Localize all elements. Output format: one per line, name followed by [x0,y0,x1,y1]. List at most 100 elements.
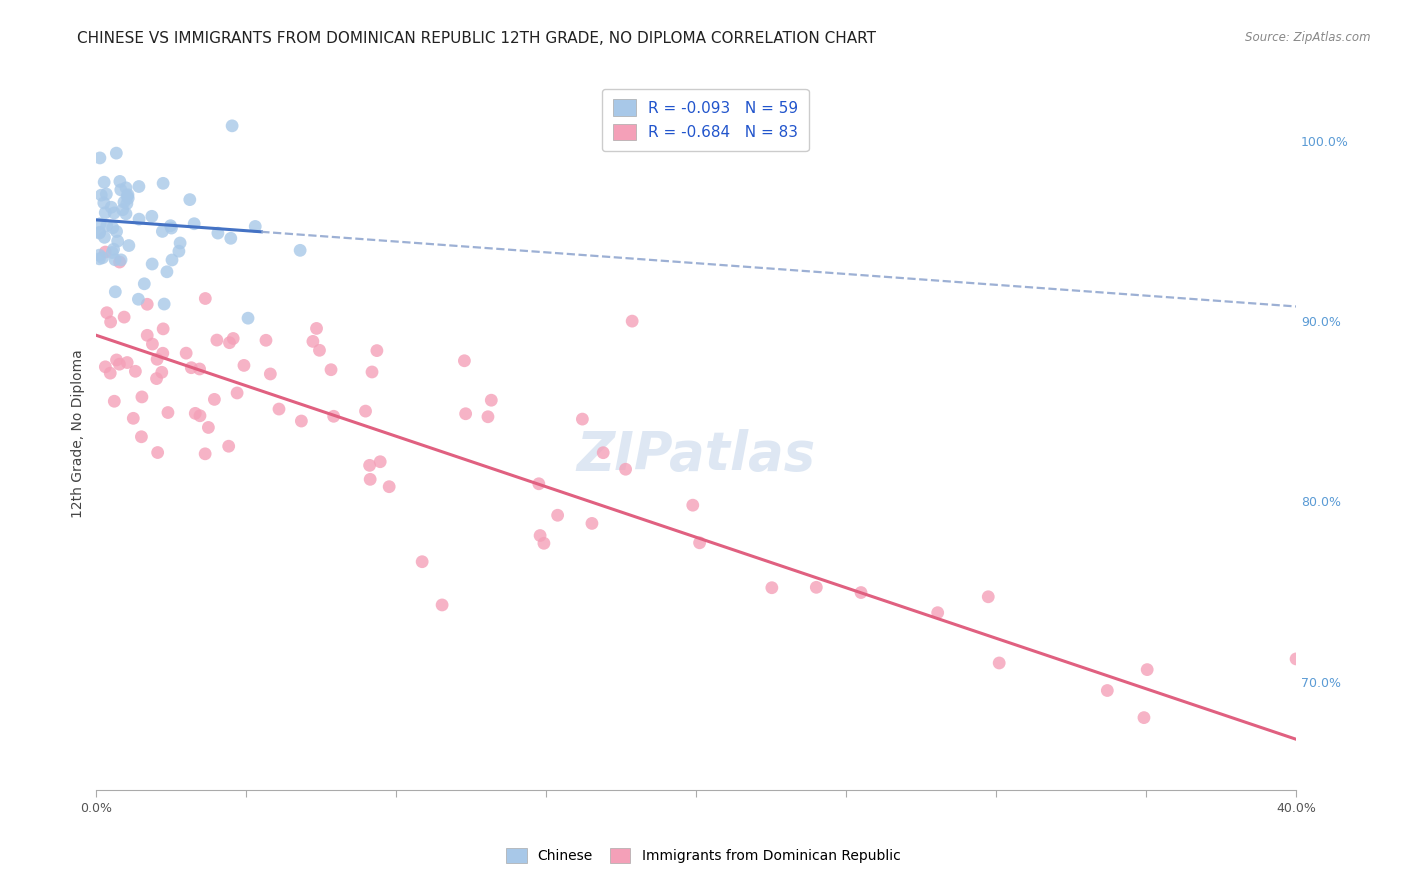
Point [89,226,111,240]
Point [1136,663,1159,677]
Text: Source: ZipAtlas.com: Source: ZipAtlas.com [1246,31,1371,45]
Point [453,353,475,368]
Point [118,238,141,252]
Point [319,362,342,376]
Point [136,328,159,343]
Point [1133,711,1156,725]
Point [89,225,111,239]
Point [128,212,150,227]
Point [359,458,381,473]
Point [93,195,115,210]
Point [361,365,384,379]
Point [689,536,711,550]
Point [141,337,163,351]
Point [682,498,704,512]
Point [112,310,135,324]
Point [131,430,153,444]
Point [115,355,138,369]
Point [183,217,205,231]
Point [202,392,225,407]
Point [218,335,240,350]
Point [94,205,117,219]
Point [103,206,125,220]
Point [259,367,281,381]
Point [354,404,377,418]
Point [134,277,156,291]
Point [146,352,169,367]
Point [479,393,502,408]
Point [218,439,240,453]
Point [96,219,118,233]
Point [104,285,127,299]
Point [150,365,173,379]
Point [308,343,330,358]
Point [96,187,118,202]
Point [477,409,499,424]
Point [366,343,388,358]
Point [112,195,135,210]
Y-axis label: 12th Grade, No Diploma: 12th Grade, No Diploma [72,350,86,518]
Point [194,447,217,461]
Point [1285,652,1308,666]
Point [115,181,138,195]
Point [111,202,134,217]
Point [152,322,174,336]
Point [156,405,179,419]
Point [988,656,1011,670]
Point [533,536,555,550]
Point [302,334,325,349]
Point [184,406,207,420]
Point [160,221,183,235]
Point [207,226,229,240]
Point [806,580,828,594]
Point [150,224,173,238]
Point [117,187,139,202]
Point [188,362,211,376]
Point [592,446,614,460]
Point [267,402,290,417]
Point [122,411,145,425]
Point [194,292,217,306]
Point [110,252,132,267]
Point [153,297,176,311]
Point [359,472,381,486]
Point [236,311,259,326]
Point [169,235,191,250]
Point [288,244,311,258]
Point [100,200,122,214]
Point [226,386,249,401]
Point [103,242,125,256]
Point [977,590,1000,604]
Point [93,175,115,189]
Point [108,255,131,269]
Point [245,219,267,234]
Legend: R = -0.093   N = 59, R = -0.684   N = 83: R = -0.093 N = 59, R = -0.684 N = 83 [602,88,808,151]
Point [152,177,174,191]
Point [927,606,949,620]
Point [378,480,401,494]
Text: ZIPatlas: ZIPatlas [576,429,815,481]
Point [101,220,124,235]
Legend: Chinese, Immigrants from Dominican Republic: Chinese, Immigrants from Dominican Repub… [501,843,905,869]
Point [290,414,312,428]
Point [174,346,197,360]
Point [141,210,163,224]
Point [89,252,111,266]
Point [104,252,127,267]
Point [197,420,219,434]
Point [322,409,344,424]
Point [96,306,118,320]
Point [141,257,163,271]
Point [127,292,149,306]
Point [146,445,169,459]
Point [180,360,202,375]
Point [90,188,112,202]
Point [105,353,128,368]
Point [454,407,477,421]
Point [254,333,277,347]
Point [1097,683,1119,698]
Point [108,357,131,371]
Point [221,119,243,133]
Text: CHINESE VS IMMIGRANTS FROM DOMINICAN REPUBLIC 12TH GRADE, NO DIPLOMA CORRELATION: CHINESE VS IMMIGRANTS FROM DOMINICAN REP… [77,31,876,46]
Point [108,174,131,188]
